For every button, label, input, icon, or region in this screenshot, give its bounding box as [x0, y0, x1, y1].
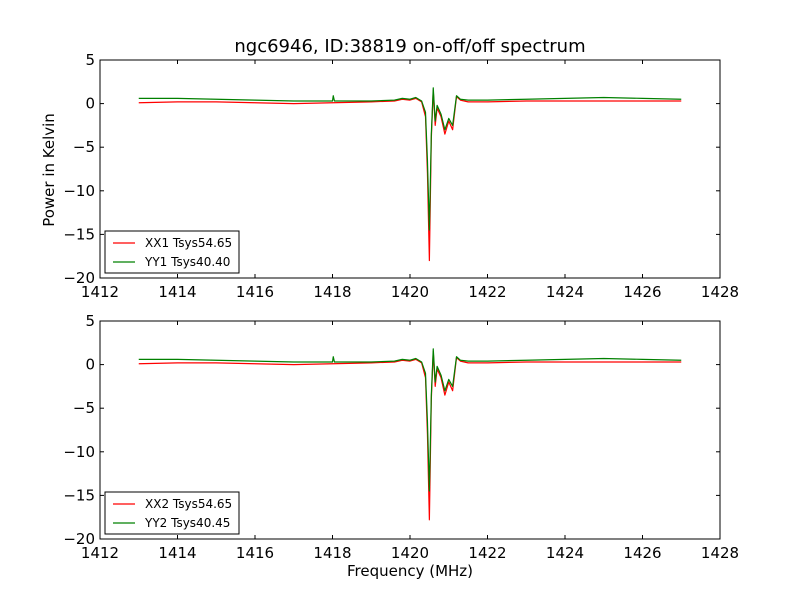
chart-panel-1: 1412 1414 1416 1418 1420 1422 1424 1426 1428 5 0 −5… — [63, 51, 739, 301]
y-tick-label: −15 — [63, 225, 95, 243]
x-tick-label: 1422 — [468, 544, 506, 562]
x-tick-label: 1416 — [236, 283, 274, 301]
x-tick-label: 1428 — [701, 544, 739, 562]
y-tick-label: 0 — [85, 95, 95, 113]
x-tick-label: 1418 — [313, 283, 351, 301]
y-tick-label: 5 — [85, 51, 95, 69]
x-tick-label: 1412 — [81, 283, 119, 301]
legend-label: XX1 Tsys54.65 — [145, 236, 232, 250]
legend-box — [104, 491, 240, 535]
series-line-1-2 — [138, 87, 682, 231]
x-tick-label: 1414 — [158, 544, 196, 562]
x-tick-label: 1422 — [468, 283, 506, 301]
figure-title: ngc6946, ID:38819 on-off/off spectrum — [234, 36, 585, 57]
y-axis-label: Power in Kelvin — [40, 113, 58, 227]
x-tick-label: 1426 — [623, 283, 661, 301]
y-tick-label: −10 — [63, 443, 95, 461]
legend-label: YY1 Tsys40.40 — [144, 255, 230, 269]
y-tick-label: −5 — [73, 138, 95, 156]
x-tick-label: 1420 — [391, 544, 429, 562]
x-tick-label: 1428 — [701, 283, 739, 301]
x-tick-label: 1420 — [391, 283, 429, 301]
y-tick-label: −20 — [63, 530, 95, 548]
legend-label: XX2 Tsys54.65 — [145, 497, 232, 511]
y-tick-label: −5 — [73, 399, 95, 417]
legend-box — [104, 230, 240, 274]
x-tick-label: 1418 — [313, 544, 351, 562]
legend: XX1 Tsys54.65 YY1 Tsys40.40 — [104, 230, 240, 274]
x-tick-label: 1414 — [158, 283, 196, 301]
legend-label: YY2 Tsys40.45 — [144, 516, 230, 530]
chart-panels: 1412 1414 1416 1418 1420 1422 1424 1426 1428 5 0 −5… — [63, 51, 739, 562]
y-tick-label: −20 — [63, 269, 95, 287]
x-tick-label: 1416 — [236, 544, 274, 562]
x-tick-label: 1426 — [623, 544, 661, 562]
y-tick-label: −10 — [63, 182, 95, 200]
y-tick-label: 0 — [85, 356, 95, 374]
y-tick-label: 5 — [85, 312, 95, 330]
x-tick-label: 1412 — [81, 544, 119, 562]
x-tick-label: 1424 — [546, 283, 584, 301]
chart-panel-2: 1412 1414 1416 1418 1420 1422 1424 1426 1428 5 0 −5… — [63, 312, 739, 562]
series-line-2-2 — [138, 348, 682, 492]
x-tick-label: 1424 — [546, 544, 584, 562]
x-axis-label: Frequency (MHz) — [347, 562, 473, 580]
y-tick-label: −15 — [63, 486, 95, 504]
legend: XX2 Tsys54.65 YY2 Tsys40.45 — [104, 491, 240, 535]
